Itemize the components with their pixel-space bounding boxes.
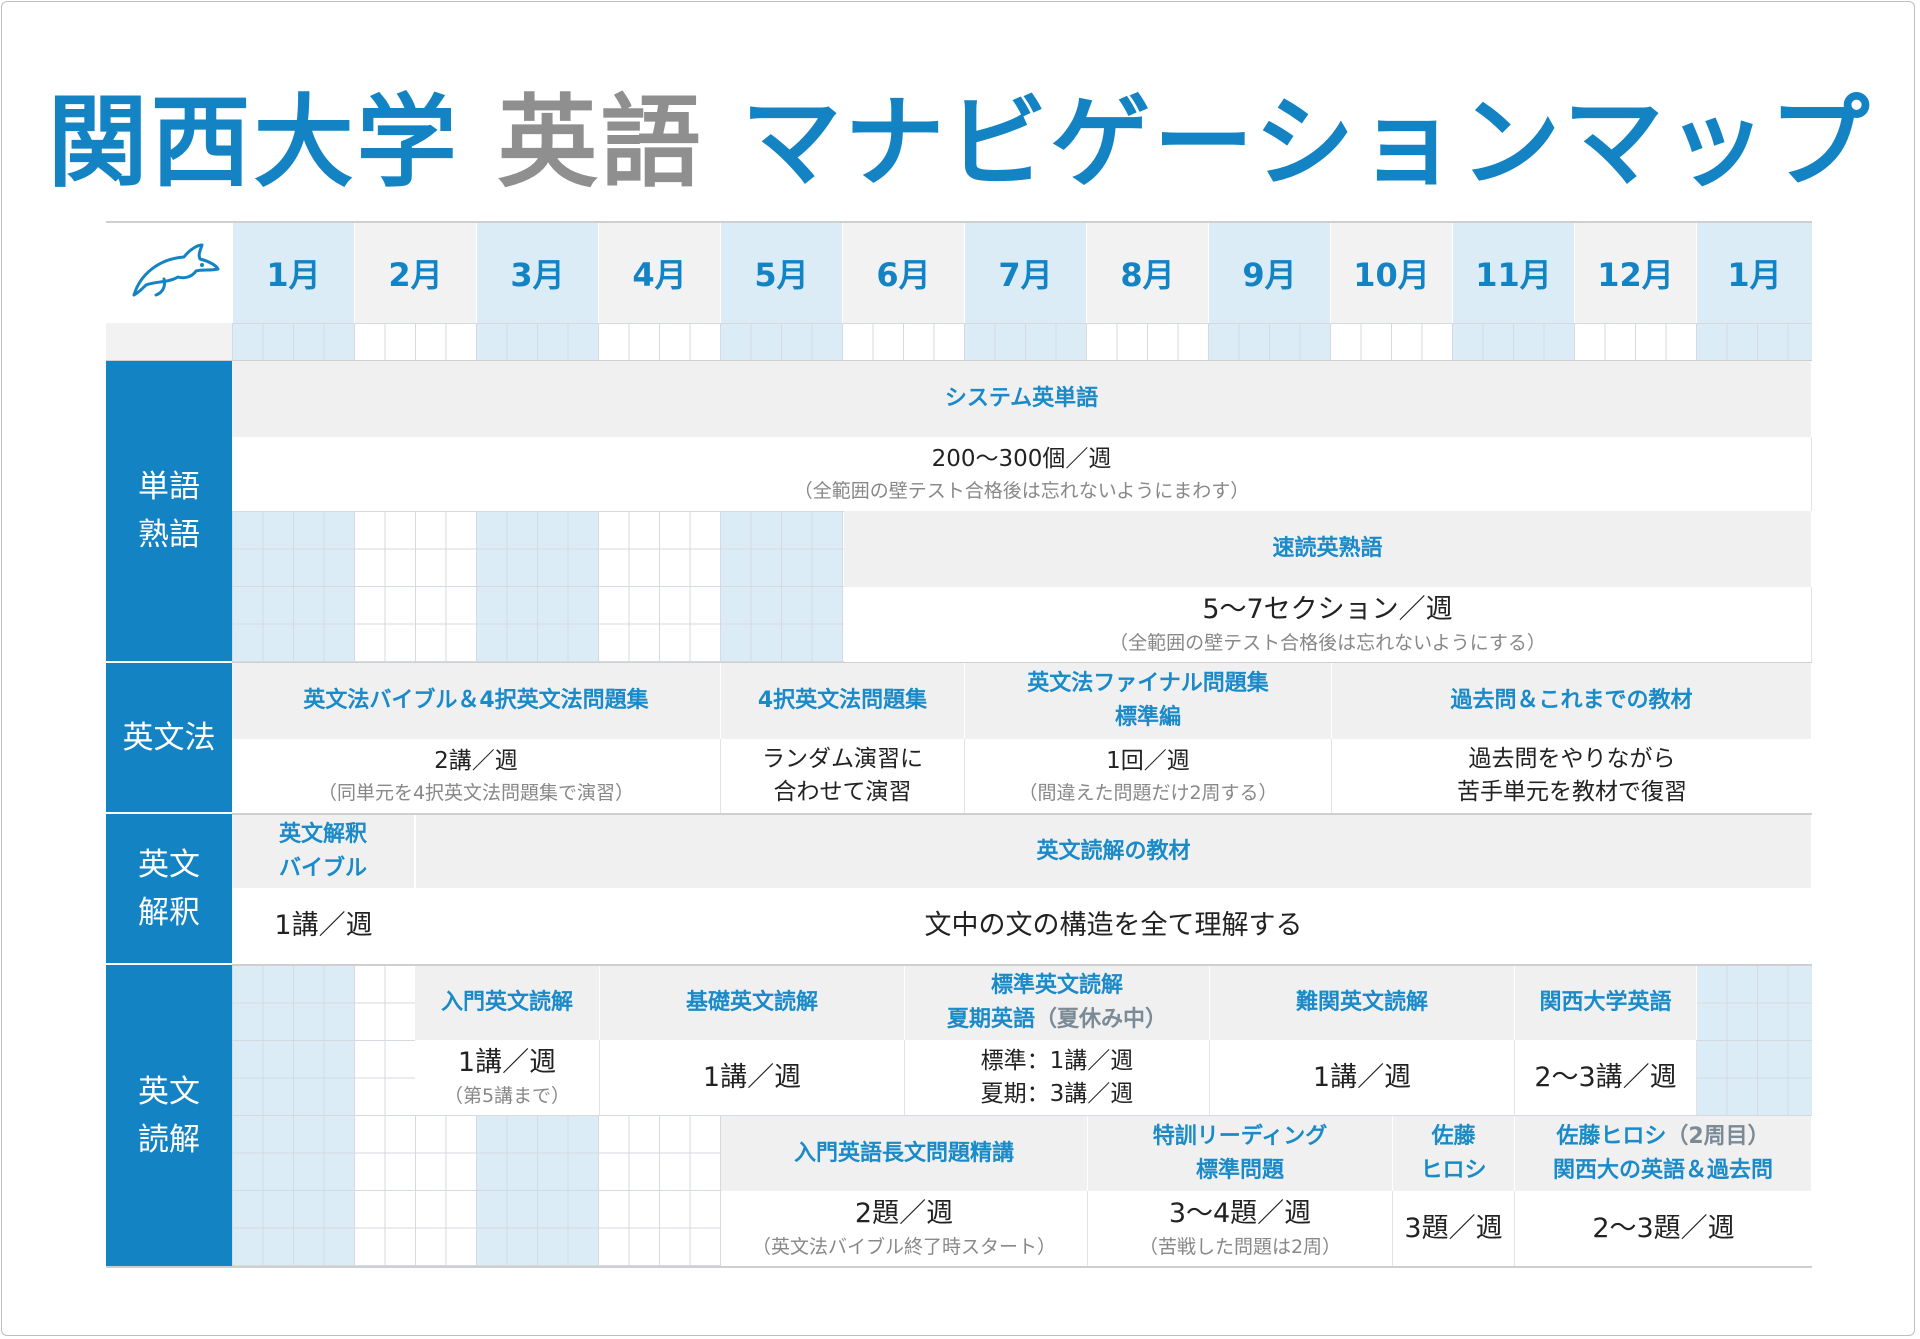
interp-material-title: 英文読解の教材: [415, 815, 1812, 888]
grammar-kakomon-pace: 過去問をやりながら 苦手単元を教材で復習: [1332, 739, 1812, 813]
grid-cell: [232, 511, 354, 663]
grid-cell: [1208, 323, 1330, 360]
month-7: 7月: [964, 223, 1086, 323]
grid-cell: [964, 323, 1086, 360]
grid-cell: [598, 965, 720, 1266]
month-5: 5月: [720, 223, 842, 323]
reading-nankan-pace: 1講／週: [1210, 1040, 1515, 1115]
grammar-4taku-pace: ランダム演習に 合わせて演習: [721, 739, 965, 813]
grammar-kakomon-title: 過去問＆これまでの教材: [1332, 663, 1812, 739]
month-9: 9月: [1208, 223, 1330, 323]
bottom-rule: [106, 1266, 1812, 1268]
grammar-final-pace: 1回／週 （間違えた問題だけ2周する）: [965, 739, 1332, 813]
grid-cell: [476, 323, 598, 360]
month-12: 12月: [1574, 223, 1696, 323]
rule-interp-bottom: [232, 964, 1812, 966]
month-10: 10月: [1330, 223, 1452, 323]
reading-sato2-title: 佐藤ヒロシ（2周目） 関西大の英語＆過去問: [1515, 1116, 1812, 1191]
category-interpretation: 英文 解釈: [106, 814, 232, 965]
logo: [106, 223, 232, 323]
rule-grammar-bottom: [232, 813, 1812, 815]
grid-cell: [354, 511, 476, 663]
grid-cell: [1452, 323, 1574, 360]
reading-kansai-title: 関西大学英語: [1515, 966, 1697, 1040]
page-title: 関西大学 英語 マナビゲーションマップ: [0, 88, 1920, 198]
dolphin-icon: [132, 243, 220, 297]
header-subrow-label: [106, 323, 232, 360]
grammar-final-title: 英文法ファイナル問題集 標準編: [965, 663, 1332, 739]
reading-nyumon-pace: 1講／週 （第5講まで）: [415, 1040, 600, 1115]
sokudoku-eijukugo-pace: 5〜7セクション／週 （全範囲の壁テスト合格後は忘れないようにする）: [844, 587, 1812, 663]
grid-cell: [1086, 323, 1208, 360]
title-university: 関西大学: [47, 84, 460, 201]
category-vocab: 単語 熟語: [106, 361, 232, 663]
reading-chobun-pace: 2題／週 （英文法バイブル終了時スタート）: [721, 1191, 1088, 1266]
reading-sato-pace: 3題／週: [1393, 1191, 1515, 1266]
reading-hyojun-pace: 標準：1講／週 夏期：3講／週: [905, 1040, 1210, 1115]
title-subject: 英語: [497, 84, 704, 201]
top-rule: [106, 221, 1812, 223]
grammar-bible-title: 英文法バイブル＆4択英文法問題集: [232, 663, 721, 739]
category-grammar: 英文法: [106, 663, 232, 814]
grid-cell: [720, 323, 842, 360]
reading-tokkun-title: 特訓リーディング 標準問題: [1088, 1116, 1393, 1191]
sokudoku-eijukugo-title: 速読英熟語: [844, 511, 1812, 587]
grammar-4taku-title: 4択英文法問題集: [721, 663, 965, 739]
grid-cell: [1574, 323, 1696, 360]
category-reading: 英文 読解: [106, 965, 232, 1267]
month-2: 2月: [354, 223, 476, 323]
reading-chobun-title: 入門英語長文問題精講: [721, 1116, 1088, 1191]
reading-kiso-title: 基礎英文読解: [600, 966, 905, 1040]
title-map: マナビゲーションマップ: [741, 84, 1873, 201]
grid-cell: [232, 965, 354, 1266]
grammar-bible-pace: 2講／週 （同単元を4択英文法問題集で演習）: [232, 739, 721, 813]
grid-cell: [354, 323, 476, 360]
grid-cell: [232, 323, 354, 360]
reading-hyojun-title: 標準英文読解 夏期英語（夏休み中）: [905, 966, 1210, 1040]
month-8: 8月: [1086, 223, 1208, 323]
month-13: 1月: [1696, 223, 1812, 323]
interp-bible-title: 英文解釈 バイブル: [232, 815, 415, 888]
grid-cell: [842, 323, 964, 360]
reading-kansai-pace: 2〜3講／週: [1515, 1040, 1697, 1115]
reading-tokkun-pace: 3〜4題／週 （苦戦した問題は2周）: [1088, 1191, 1393, 1266]
grid-cell: [598, 511, 720, 663]
month-3: 3月: [476, 223, 598, 323]
system-eitango-pace: 200〜300個／週 （全範囲の壁テスト合格後は忘れないようにまわす）: [232, 437, 1812, 511]
month-6: 6月: [842, 223, 964, 323]
reading-nankan-title: 難関英文読解: [1210, 966, 1515, 1040]
system-eitango-title: システム英単語: [232, 361, 1812, 437]
interp-material-pace: 文中の文の構造を全て理解する: [415, 888, 1812, 964]
grid-cell: [598, 323, 720, 360]
grid-cell: [476, 511, 598, 663]
reading-nyumon-title: 入門英文読解: [415, 966, 600, 1040]
month-1: 1月: [232, 223, 354, 323]
month-4: 4月: [598, 223, 720, 323]
reading-sato2-pace: 2〜3題／週: [1515, 1191, 1812, 1266]
grid-cell: [1696, 323, 1812, 360]
interp-bible-pace: 1講／週: [232, 888, 415, 964]
reading-sato-title: 佐藤 ヒロシ: [1393, 1116, 1515, 1191]
grid-cell: [720, 511, 842, 663]
month-11: 11月: [1452, 223, 1574, 323]
reading-kiso-pace: 1講／週: [600, 1040, 905, 1115]
grid-cell: [1330, 323, 1452, 360]
